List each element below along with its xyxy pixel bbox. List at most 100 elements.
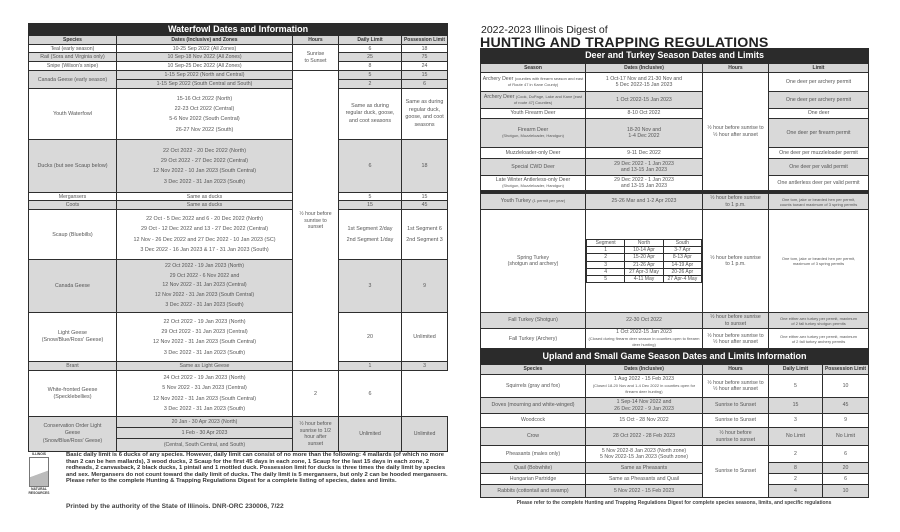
dates: 8-10 Oct 2022 (585, 108, 703, 119)
table-row: Spring Turkey (shotgun and archery) Segm… (480, 209, 870, 313)
season: Spring Turkey (shotgun and archery) (480, 209, 586, 313)
printed-by: Printed by the authority of the State of… (66, 503, 284, 510)
species: Quail (Bobwhite) (480, 462, 586, 474)
dates: Same as Pheasants and Quail (585, 473, 703, 485)
daily: 1 (338, 361, 402, 372)
seg-south: 8-13 Apr (662, 253, 702, 262)
table-row: White-fronted Geese (Specklebellies) 24 O… (28, 370, 448, 418)
season-name: Archery Deer (482, 75, 514, 82)
species: Ducks (but see Scaup below) (28, 139, 117, 194)
daily: 2 (292, 370, 339, 418)
waterfowl-table: Waterfowl Dates and Information Species … (27, 22, 449, 453)
season: Fall Turkey (Shotgun) (480, 312, 586, 329)
dates: 5 Nov 2022 - 15 Feb 2023 (585, 484, 703, 498)
table-row: Firearm Deer (Shotgun, Muzzleloader, Hand… (480, 118, 870, 148)
hours: Sunrise to Sunset (702, 413, 769, 428)
table-row: Archery Deer (Cook, DuPage, Lake and Kan… (480, 91, 870, 109)
possession: 6 (338, 370, 402, 418)
dates-main: 1 Aug 2022 - 15 Feb 2023 (614, 376, 674, 383)
possession: 3 (400, 361, 449, 372)
col-dates: Dates (Inclusive) and Zones (116, 35, 293, 46)
daily: 8 (338, 61, 402, 72)
dates: 22 Oct 2022 - 19 Jan 2023 (North) 29 Oct… (116, 312, 293, 363)
upland-title: Upland and Small Game Season Dates and L… (479, 348, 870, 365)
dates: 10 Sep-25 Dec 2022 (All Zones) (116, 61, 293, 72)
daily: 1st Segment 2/day 2nd Segment 1/day (338, 209, 402, 261)
season-note: (counties with firearm season and east o… (507, 75, 584, 87)
possession: 18 (400, 139, 449, 194)
possession: 6 (821, 445, 870, 463)
col-hours: Hours (702, 364, 769, 375)
daily: 5 (768, 374, 823, 398)
limit: One tom, jake or bearded hen per permit,… (767, 193, 870, 210)
daily: 3 (768, 413, 823, 428)
possession: 45 (400, 200, 449, 211)
col-season: Season (480, 63, 586, 73)
limit: One deer per muzzleloader permit (767, 147, 870, 159)
dates: 15-16 Oct 2022 (North) 22-23 Oct 2022 (C… (116, 88, 293, 141)
dates: Same as ducks (116, 192, 293, 202)
limit: One deer (767, 108, 870, 119)
possession: 18 (400, 44, 449, 54)
species: Light Geese (Snow/Blue/Ross' Geese) (28, 312, 117, 363)
limit: One either-sex turkey per permit, maximu… (767, 312, 870, 329)
table-row: (Central, South Central, and South) (29, 438, 448, 453)
possession: 15 (400, 70, 449, 81)
table-row: Canada Geese (early season) 1-15 Sep 2022… (28, 70, 449, 372)
dates: 1 Oct 2022-15 Jan 2023 (Closed during fir… (585, 328, 703, 350)
daily: 5 (338, 70, 402, 81)
limit: One antlerless deer per valid permit (767, 175, 870, 191)
idnr-logo: ILLINOIS NATURAL RESOURCES (28, 452, 50, 507)
seg-north: 4-11 May (624, 274, 664, 284)
hours: ½ hour before sunrise to ½ hour after su… (702, 374, 769, 398)
possession: Unlimited (400, 416, 449, 453)
seg-num: 3 (586, 260, 626, 269)
daily: 15 (768, 397, 823, 414)
table-row: Mergansers Same as ducks 5 15 (28, 192, 449, 202)
col-possession: Possession Limit (400, 35, 449, 46)
possession: Same as during regular duck, goose, and … (400, 88, 449, 141)
species: Pheasants (males only) (480, 445, 586, 463)
table-row: Crow 28 Oct 2022 - 28 Feb 2023 ½ hour befo… (480, 427, 870, 446)
daily: 3 (338, 259, 402, 314)
deer-turkey-table: Deer and Turkey Season Dates and Limits … (479, 48, 870, 350)
limit: One either-sex turkey per permit, maximu… (767, 328, 870, 350)
hours: ½ hour before sunrise to ½ hour after su… (702, 328, 769, 350)
dates-note: (Closed during firearm deer season in co… (588, 335, 700, 348)
col-hours: Hours (292, 35, 339, 46)
dates: 10-25 Sep 2022 (All Zones) (116, 44, 293, 54)
seg-north: 15-20 Apr (624, 253, 664, 262)
dates: 25-26 Mar and 1-2 Apr 2023 (585, 193, 703, 210)
table-row: Ducks (but see Scaup below) 22 Oct 2022 -… (28, 139, 449, 194)
digest-subtitle: 2022-2023 Illinois Digest of (481, 24, 608, 36)
dates: Same as ducks (116, 200, 293, 211)
limit: One deer per firearm permit (767, 118, 870, 148)
logo-bottom-text: NATURAL RESOURCES (28, 487, 50, 495)
daily: 6 (338, 139, 402, 194)
table-row: Hungarian Partridge Same as Pheasants and… (480, 473, 870, 485)
species: Canada Geese (early season) (28, 70, 117, 90)
species: Squirrels (gray and fox) (480, 374, 586, 398)
dates: 22 Oct 2022 - 19 Jan 2023 (North) 29 Oct… (116, 259, 293, 314)
dates: 20 Jan - 30 Apr 2023 (North) (116, 416, 293, 429)
season-name: Late Winter Antlerless-only Deer (495, 176, 571, 183)
seg-south: 27 Apr-4 May (662, 274, 702, 284)
species: Rabbits (cottontail and swamp) (480, 484, 586, 498)
species: Woodcock (480, 413, 586, 428)
hours: ½ hour before sunrise to sunset (702, 427, 769, 446)
dates: 28 Oct 2022 - 28 Feb 2023 (585, 427, 703, 446)
hours: ½ hour before sunrise to 1 p.m. (702, 209, 769, 313)
species: White-fronted Geese (Specklebellies) (28, 370, 117, 418)
possession: Unlimited (400, 312, 449, 363)
dates: 1-15 Sep 2022 (South Central and South) (116, 79, 293, 90)
daily: Unlimited (338, 416, 402, 453)
season-note: (Shotgun, Muzzleloader, Handgun) (502, 183, 564, 188)
possession: 6 (821, 473, 870, 485)
daily: 5 (338, 192, 402, 202)
table-row: Squirrels (gray and fox) 1 Aug 2022 - 15 … (480, 374, 870, 398)
table-row: Canada Geese 22 Oct 2022 - 19 Jan 2023 (N… (28, 259, 449, 314)
waterfowl-title: Waterfowl Dates and Information (27, 22, 449, 37)
hours: Sunrise to Sunset (702, 397, 769, 414)
dates: (Central, South Central, and South) (116, 438, 293, 453)
dates: 22-30 Oct 2022 (585, 312, 703, 329)
